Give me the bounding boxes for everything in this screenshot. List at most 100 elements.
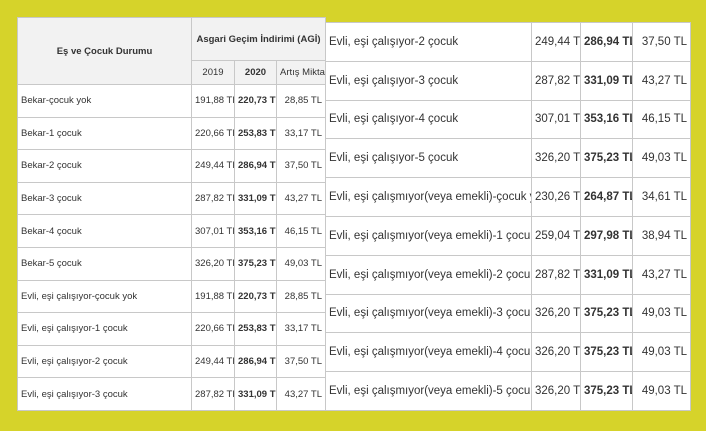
label-cell: Bekar-3 çocuk [17, 181, 192, 216]
table-row: Evli, eşi çalışmıyor(veya emekli)-1 çocu… [325, 215, 691, 256]
label-cell: Evli, eşi çalışmıyor(veya emekli)-çocuk … [325, 177, 532, 217]
subheader-cell: 2020 [234, 60, 277, 85]
table-row: Evli, eşi çalışmıyor(veya emekli)-çocuk … [325, 177, 691, 217]
value-cell: 264,87 TL [580, 177, 633, 217]
value-cell: 37,50 TL [276, 344, 326, 379]
header-row: Eş ve Çocuk Durumu Asgari Geçim İndirimi … [17, 17, 326, 85]
table-row: Evli, eşi çalışmıyor(veya emekli)-5 çocu… [325, 371, 691, 411]
value-cell: 287,82 TL [191, 377, 235, 411]
value-cell: 220,73 TL [234, 84, 277, 118]
label-cell: Evli, eşi çalışıyor-5 çocuk [325, 138, 532, 179]
value-cell: 375,23 TL [580, 138, 633, 179]
label-cell: Evli, eşi çalışıyor-4 çocuk [325, 99, 532, 140]
value-cell: 307,01 TL [191, 214, 235, 248]
table-row: Evli, eşi çalışmıyor(veya emekli)-2 çocu… [325, 254, 691, 295]
label-cell: Evli, eşi çalışmıyor(veya emekli)-2 çocu… [325, 254, 532, 295]
label-cell: Evli, eşi çalışmıyor(veya emekli)-1 çocu… [325, 215, 532, 256]
value-cell: 331,09 TL [580, 60, 633, 101]
value-cell: 28,85 TL [276, 84, 326, 118]
label-cell: Evli, eşi çalışıyor-2 çocuk [17, 344, 192, 379]
left-table: Eş ve Çocuk Durumu Asgari Geçim İndirimi … [17, 17, 326, 411]
value-cell: 286,94 TL [580, 22, 633, 62]
value-cell: 326,20 TL [531, 138, 581, 179]
value-cell: 191,88 TL [191, 84, 235, 118]
label-cell: Evli, eşi çalışıyor-3 çocuk [325, 60, 532, 101]
value-cell: 43,27 TL [276, 181, 326, 216]
label-cell: Evli, eşi çalışıyor-3 çocuk [17, 377, 192, 411]
value-cell: 43,27 TL [632, 60, 691, 101]
value-cell: 33,17 TL [276, 116, 326, 151]
value-cell: 375,23 TL [580, 332, 633, 373]
value-cell: 253,83 TL [234, 312, 277, 346]
value-cell: 49,03 TL [632, 293, 691, 334]
value-cell: 326,20 TL [191, 246, 235, 281]
value-cell: 49,03 TL [632, 371, 691, 411]
table-row: Evli, eşi çalışmıyor(veya emekli)-3 çocu… [325, 293, 691, 334]
label-cell: Evli, eşi çalışıyor-çocuk yok [17, 279, 192, 314]
subheader-cell: Artış Miktarı [276, 60, 326, 85]
value-cell: 28,85 TL [276, 279, 326, 314]
value-cell: 287,82 TL [531, 60, 581, 101]
value-cell: 375,23 TL [580, 293, 633, 334]
header-cell: Eş ve Çocuk Durumu [17, 17, 192, 85]
value-cell: 326,20 TL [531, 371, 581, 411]
value-cell: 37,50 TL [276, 149, 326, 183]
label-cell: Bekar-2 çocuk [17, 149, 192, 183]
value-cell: 43,27 TL [632, 254, 691, 295]
value-cell: 220,66 TL [191, 116, 235, 151]
value-cell: 353,16 TL [234, 214, 277, 248]
value-cell: 375,23 TL [234, 246, 277, 281]
label-cell: Evli, eşi çalışmıyor(veya emekli)-4 çocu… [325, 332, 532, 373]
value-cell: 375,23 TL [580, 371, 633, 411]
value-cell: 249,44 TL [191, 149, 235, 183]
value-cell: 259,04 TL [531, 215, 581, 256]
value-cell: 220,73 TL [234, 279, 277, 314]
value-cell: 49,03 TL [632, 332, 691, 373]
value-cell: 34,61 TL [632, 177, 691, 217]
label-cell: Evli, eşi çalışmıyor(veya emekli)-5 çocu… [325, 371, 532, 411]
value-cell: 307,01 TL [531, 99, 581, 140]
value-cell: 220,66 TL [191, 312, 235, 346]
value-cell: 286,94 TL [234, 344, 277, 379]
value-cell: 331,09 TL [580, 254, 633, 295]
label-cell: Bekar-4 çocuk [17, 214, 192, 248]
table-row: Evli, eşi çalışmıyor(veya emekli)-4 çocu… [325, 332, 691, 373]
label-cell: Evli, eşi çalışıyor-2 çocuk [325, 22, 532, 62]
label-cell: Bekar-çocuk yok [17, 84, 192, 118]
label-cell: Evli, eşi çalışmıyor(veya emekli)-3 çocu… [325, 293, 532, 334]
value-cell: 331,09 TL [234, 181, 277, 216]
table-row: Evli, eşi çalışıyor-çocuk yok 191,88 TL 22… [17, 279, 326, 314]
value-cell: 297,98 TL [580, 215, 633, 256]
value-cell: 326,20 TL [531, 332, 581, 373]
value-cell: 38,94 TL [632, 215, 691, 256]
value-cell: 253,83 TL [234, 116, 277, 151]
value-cell: 49,03 TL [632, 138, 691, 179]
value-cell: 326,20 TL [531, 293, 581, 334]
value-cell: 287,82 TL [531, 254, 581, 295]
value-cell: 46,15 TL [632, 99, 691, 140]
value-cell: 49,03 TL [276, 246, 326, 281]
value-cell: 46,15 TL [276, 214, 326, 248]
value-cell: 331,09 TL [234, 377, 277, 411]
subheader-cell: 2019 [191, 60, 235, 85]
label-cell: Bekar-1 çocuk [17, 116, 192, 151]
value-cell: 37,50 TL [632, 22, 691, 62]
value-cell: 230,26 TL [531, 177, 581, 217]
value-cell: 286,94 TL [234, 149, 277, 183]
value-cell: 191,88 TL [191, 279, 235, 314]
label-cell: Bekar-5 çocuk [17, 246, 192, 281]
